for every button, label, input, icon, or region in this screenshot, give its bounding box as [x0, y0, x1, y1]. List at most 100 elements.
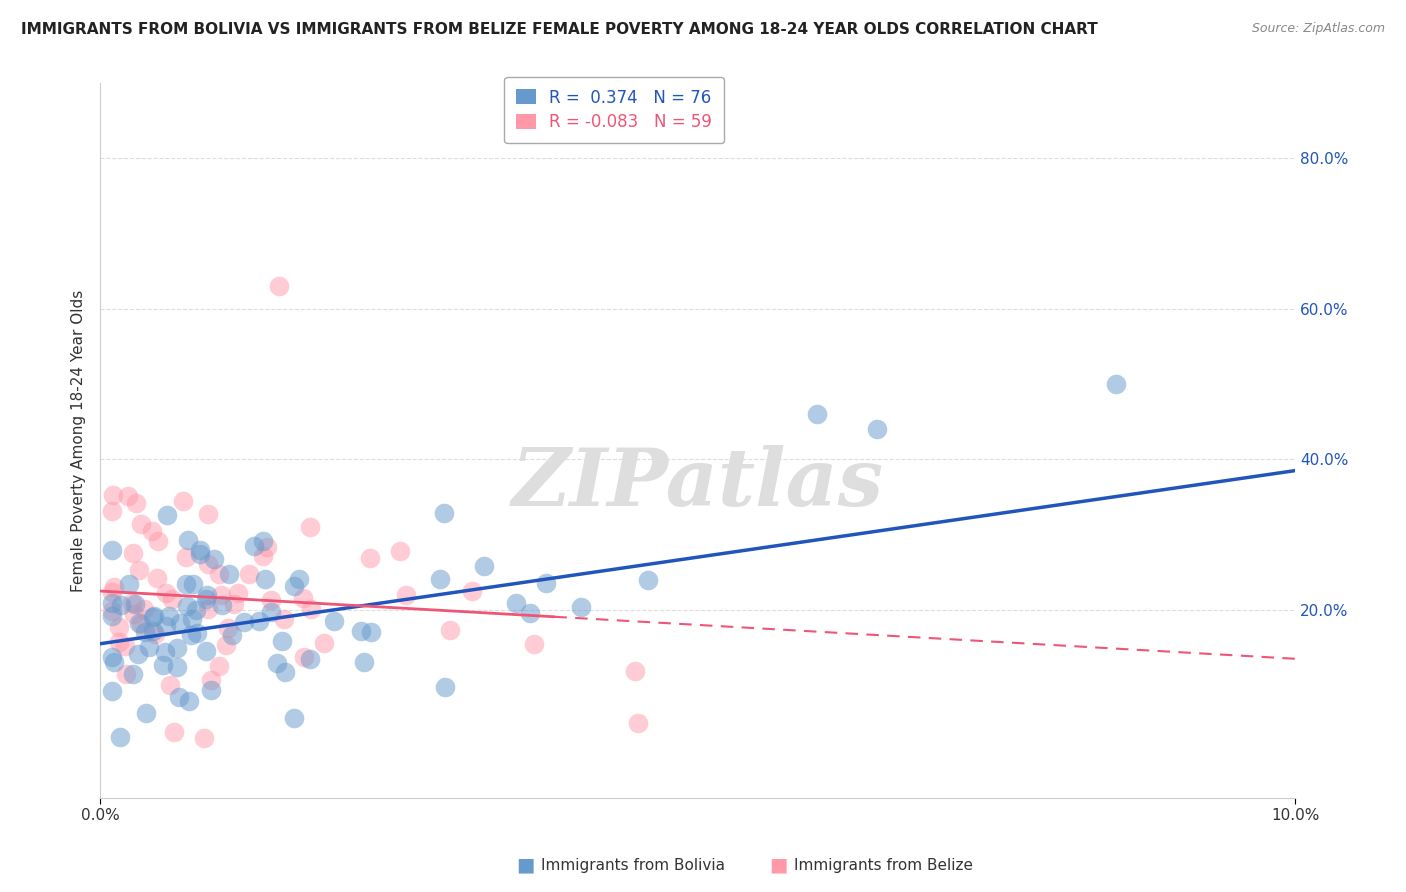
Point	[121, 597, 143, 611]
Point	[266, 656, 288, 670]
Point	[156, 508, 179, 522]
Point	[134, 624, 156, 639]
Point	[176, 599, 198, 613]
Point	[252, 549, 274, 563]
Point	[1105, 376, 1128, 391]
Text: ZIPatlas: ZIPatlas	[512, 444, 884, 522]
Point	[101, 604, 124, 618]
Point	[118, 577, 141, 591]
Point	[174, 550, 197, 565]
Point	[169, 615, 191, 630]
Point	[146, 571, 169, 585]
Point	[360, 624, 382, 639]
Text: Immigrants from Bolivia: Immigrants from Bolivia	[541, 858, 725, 872]
Point	[101, 504, 124, 518]
Point	[142, 624, 165, 639]
Point	[141, 524, 163, 538]
Point	[260, 592, 283, 607]
Point	[233, 615, 256, 629]
Point	[108, 635, 131, 649]
Point	[202, 552, 225, 566]
Point	[299, 519, 322, 533]
Point	[103, 655, 125, 669]
Point	[252, 533, 274, 548]
Point	[439, 624, 461, 638]
Text: ■: ■	[769, 855, 787, 875]
Point	[146, 534, 169, 549]
Point	[217, 621, 239, 635]
Point	[117, 489, 139, 503]
Point	[247, 615, 270, 629]
Point	[195, 592, 218, 607]
Point	[155, 585, 177, 599]
Point	[519, 606, 541, 620]
Point	[155, 645, 177, 659]
Point	[207, 659, 229, 673]
Point	[166, 640, 188, 655]
Point	[273, 665, 295, 680]
Point	[211, 599, 233, 613]
Point	[143, 609, 166, 624]
Point	[299, 652, 322, 666]
Point	[103, 580, 125, 594]
Point	[806, 407, 828, 421]
Point	[200, 682, 222, 697]
Point	[214, 638, 236, 652]
Point	[221, 628, 243, 642]
Point	[273, 612, 295, 626]
Point	[389, 543, 412, 558]
Point	[208, 567, 231, 582]
Point	[193, 731, 215, 745]
Point	[188, 547, 211, 561]
Point	[624, 664, 647, 678]
Point	[177, 533, 200, 548]
Point	[103, 488, 125, 502]
Point	[179, 694, 201, 708]
Point	[353, 655, 375, 669]
Point	[129, 616, 152, 631]
Point	[238, 567, 260, 582]
Point	[101, 649, 124, 664]
Point	[157, 609, 180, 624]
Point	[114, 640, 136, 654]
Point	[155, 619, 177, 633]
Y-axis label: Female Poverty Among 18-24 Year Olds: Female Poverty Among 18-24 Year Olds	[72, 289, 86, 591]
Point	[122, 607, 145, 622]
Text: Immigrants from Belize: Immigrants from Belize	[794, 858, 973, 872]
Point	[188, 543, 211, 558]
Point	[110, 599, 132, 613]
Point	[184, 603, 207, 617]
Point	[433, 506, 456, 520]
Point	[122, 546, 145, 560]
Point	[108, 620, 131, 634]
Point	[269, 279, 291, 293]
Point	[322, 614, 344, 628]
Point	[176, 577, 198, 591]
Point	[218, 567, 240, 582]
Point	[101, 683, 124, 698]
Point	[122, 667, 145, 681]
Point	[101, 609, 124, 624]
Point	[569, 599, 592, 614]
Point	[226, 586, 249, 600]
Legend: R =  0.374   N = 76, R = -0.083   N = 59: R = 0.374 N = 76, R = -0.083 N = 59	[505, 77, 724, 143]
Text: IMMIGRANTS FROM BOLIVIA VS IMMIGRANTS FROM BELIZE FEMALE POVERTY AMONG 18-24 YEA: IMMIGRANTS FROM BOLIVIA VS IMMIGRANTS FR…	[21, 22, 1098, 37]
Point	[637, 574, 659, 588]
Point	[314, 636, 336, 650]
Point	[167, 690, 190, 705]
Point	[209, 588, 232, 602]
Point	[101, 542, 124, 557]
Point	[283, 579, 305, 593]
Point	[200, 673, 222, 687]
Point	[180, 627, 202, 641]
Point	[132, 602, 155, 616]
Point	[292, 591, 315, 605]
Point	[429, 572, 451, 586]
Point	[128, 616, 150, 631]
Point	[461, 583, 484, 598]
Point	[135, 706, 157, 720]
Point	[186, 625, 208, 640]
Point	[138, 640, 160, 654]
Point	[505, 595, 527, 609]
Text: Source: ZipAtlas.com: Source: ZipAtlas.com	[1251, 22, 1385, 36]
